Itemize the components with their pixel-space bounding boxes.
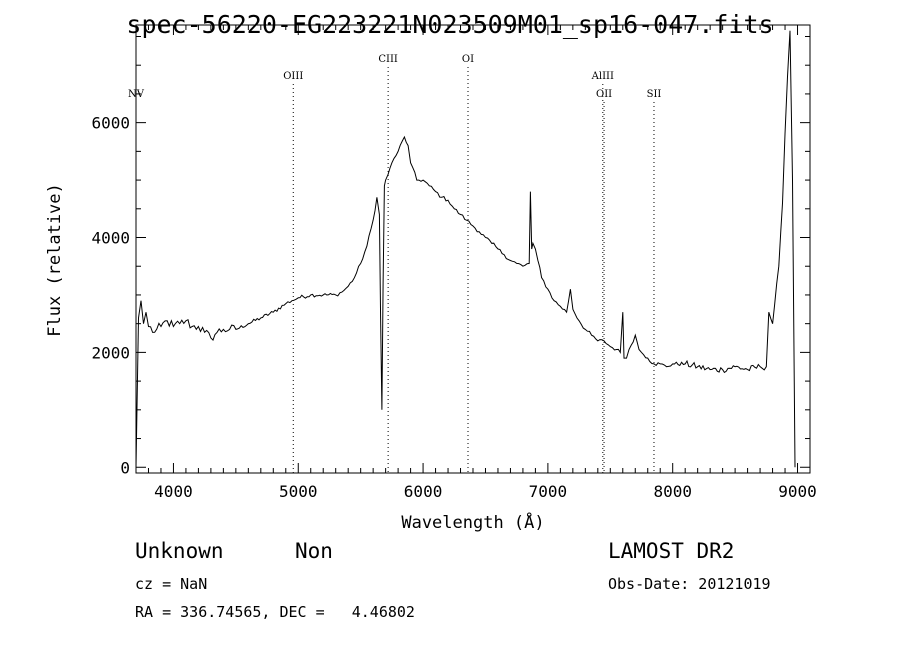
- x-tick-label: 8000: [653, 482, 692, 501]
- y-tick-label: 2000: [91, 343, 130, 362]
- line-label-oiii: OIII: [283, 71, 303, 82]
- line-label-sii: SII: [647, 89, 662, 100]
- x-tick-label: 9000: [778, 482, 817, 501]
- observation-date: Obs-Date: 20121019: [608, 575, 771, 593]
- y-axis-label: Flux (relative): [45, 183, 65, 337]
- line-label-oi: OI: [462, 54, 474, 65]
- redshift-cz: cz = NaN: [135, 575, 208, 593]
- line-label-oii: OII: [596, 89, 612, 100]
- object-class: Unknown: [135, 539, 224, 563]
- x-tick-label: 5000: [279, 482, 318, 501]
- line-label-ciii: CIII: [378, 54, 398, 65]
- plot-frame: [135, 24, 811, 474]
- line-label-nv: NV: [128, 89, 145, 100]
- y-tick-label: 6000: [91, 114, 130, 133]
- axis-tick-labels: 4000 5000 6000 7000 8000 9000 0 2000 4000 6000: [91, 114, 816, 501]
- spectrum-line: [135, 30, 796, 468]
- x-axis-label: Wavelength (Å): [401, 511, 544, 533]
- x-tick-label: 6000: [404, 482, 443, 501]
- y-tick-label: 0: [120, 458, 130, 477]
- chart-title: spec-56220-EG223221N023509M01_sp16-047.f…: [126, 10, 774, 39]
- line-label-aliii: AlIII: [591, 71, 614, 82]
- x-tick-label: 7000: [529, 482, 568, 501]
- ra-dec-coordinates: RA = 336.74565, DEC = 4.46802: [135, 603, 415, 621]
- x-tick-label: 4000: [154, 482, 193, 501]
- y-tick-label: 4000: [91, 229, 130, 248]
- emission-line-markers: NV OIII CIII OI AlIII OII SII: [128, 54, 661, 473]
- survey-name: LAMOST DR2: [608, 539, 735, 563]
- spectrum-series: [135, 30, 796, 468]
- object-subclass: Non: [295, 539, 333, 563]
- axis-ticks: [135, 25, 811, 473]
